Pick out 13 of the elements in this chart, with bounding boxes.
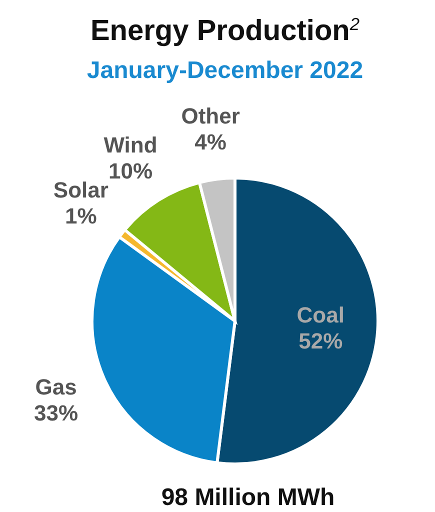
chart-title: Energy Production$^{2}$ <box>90 14 360 47</box>
slice-label: Other <box>181 104 240 129</box>
data-label: 33% <box>34 400 78 426</box>
data-label: 10% <box>108 158 153 184</box>
data-label: 1% <box>65 203 97 228</box>
slice-label: Gas <box>35 374 77 400</box>
slice-label: Coal <box>296 302 344 328</box>
slice-label: Solar <box>53 177 109 202</box>
data-label: 4% <box>194 130 226 155</box>
data-label: 52% <box>298 328 343 354</box>
chart-subtitle: January-December 2022 <box>86 57 364 84</box>
text: 98 Million MWh <box>161 484 335 511</box>
slice-label: Wind <box>104 132 158 158</box>
